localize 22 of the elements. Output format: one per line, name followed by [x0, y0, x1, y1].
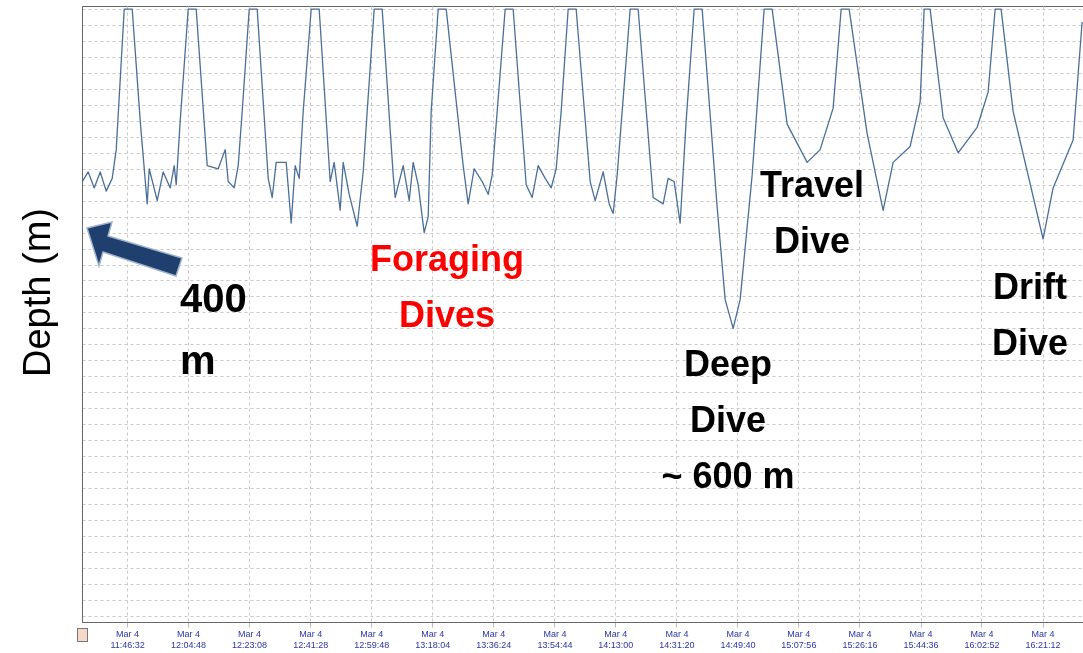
x-tick-label: Mar 4 14:49:40	[720, 628, 756, 650]
x-tick-label: Mar 4 12:41:28	[293, 628, 329, 650]
x-tick-label: Mar 4 14:31:20	[659, 628, 695, 650]
annotation: Drift Dive	[991, 266, 1069, 363]
x-tick-label: Mar 4 12:23:08	[232, 628, 268, 650]
x-tick-label: Mar 4 16:21:12	[1025, 628, 1061, 650]
x-tick-label: Mar 4 15:07:56	[781, 628, 817, 650]
x-tick-label: Mar 4 13:18:04	[415, 628, 451, 650]
text: Deep Dive ~ 600 m	[661, 343, 795, 496]
y-axis-title: Depth (m)	[15, 208, 58, 377]
annotation: Foraging Dives	[370, 238, 524, 335]
x-tick-label: Mar 4 16:02:52	[964, 628, 1000, 650]
x-tick-label: Mar 4 14:13:00	[598, 628, 634, 650]
x-tick-label: Mar 4 13:36:24	[476, 628, 512, 650]
x-tick-label: Mar 4 15:44:36	[903, 628, 939, 650]
annotation: 400 m	[180, 276, 247, 382]
x-tick-label: Mar 4 12:04:48	[170, 628, 207, 650]
x-tick-label: Mar 4 13:54:44	[537, 628, 573, 650]
x-tick-label: Mar 4 11:46:32	[110, 628, 145, 650]
annotation: Travel Dive	[759, 164, 865, 261]
x-tick-label: Mar 4 12:59:48	[354, 628, 390, 650]
x-tick-label: Mar 4 15:26:16	[842, 628, 878, 650]
